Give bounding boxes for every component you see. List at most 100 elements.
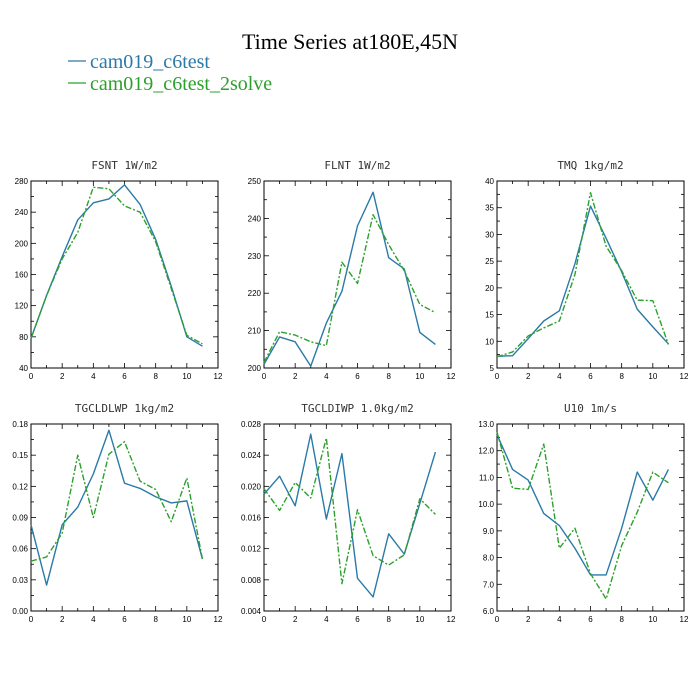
series-line-2 bbox=[263, 437, 436, 585]
x-tick-label: 0 bbox=[29, 615, 34, 624]
y-tick-label: 200 bbox=[15, 239, 29, 248]
y-tick-label: 40 bbox=[19, 364, 28, 373]
x-tick-label: 0 bbox=[262, 372, 267, 381]
x-tick-label: 2 bbox=[60, 372, 65, 381]
legend: cam019_c6test cam019_c6test_2solve bbox=[68, 51, 272, 95]
x-tick-label: 6 bbox=[588, 615, 593, 624]
x-tick-label: 0 bbox=[262, 615, 267, 624]
x-tick-label: 2 bbox=[60, 615, 65, 624]
panel-title: TGCLDLWP 1kg/m2 bbox=[75, 402, 174, 415]
y-tick-label: 230 bbox=[248, 252, 262, 261]
panel-4: TGCLDLWP 1kg/m2 0 2 4 6 8 10 12 0.00 0.03 0.06 0.09… bbox=[12, 402, 223, 624]
y-tick-label: 12.0 bbox=[478, 447, 494, 456]
y-tick-label: 7.0 bbox=[483, 580, 495, 589]
panel-title: FSNT 1W/m2 bbox=[91, 159, 157, 172]
x-tick-label: 12 bbox=[680, 372, 689, 381]
x-tick-label: 2 bbox=[293, 372, 298, 381]
x-tick-label: 4 bbox=[557, 372, 562, 381]
x-tick-label: 4 bbox=[91, 372, 96, 381]
y-tick-label: 15 bbox=[485, 311, 494, 320]
y-tick-label: 0.028 bbox=[241, 420, 262, 429]
y-tick-label: 240 bbox=[15, 208, 29, 217]
x-tick-label: 10 bbox=[182, 372, 191, 381]
y-tick-label: 25 bbox=[485, 257, 494, 266]
x-tick-label: 8 bbox=[619, 372, 624, 381]
x-tick-label: 8 bbox=[153, 372, 158, 381]
x-tick-label: 8 bbox=[619, 615, 624, 624]
x-tick-label: 12 bbox=[447, 372, 456, 381]
x-tick-label: 0 bbox=[29, 372, 34, 381]
x-tick-label: 4 bbox=[91, 615, 96, 624]
main-title: Time Series at180E,45N bbox=[242, 29, 458, 54]
panels-grid: FSNT 1W/m20 2 4 6 8 10 124080120160200240280FL… bbox=[12, 159, 689, 624]
y-tick-label: 250 bbox=[248, 177, 262, 186]
y-tick-label: 35 bbox=[485, 204, 494, 213]
y-tick-label: 280 bbox=[15, 177, 29, 186]
x-tick-label: 4 bbox=[324, 372, 329, 381]
panel-6: U10 1m/s 0 2 4 6 8 10 12 6.0 7.0 8.0 9.0 10.0 11.0 12.… bbox=[478, 402, 689, 624]
y-tick-label: 0.008 bbox=[241, 576, 262, 585]
series-line-1 bbox=[496, 434, 670, 576]
series-line-1 bbox=[496, 205, 669, 357]
plot-frame bbox=[30, 423, 219, 612]
x-tick-label: 6 bbox=[122, 372, 127, 381]
y-tick-label: 120 bbox=[15, 302, 29, 311]
x-tick-label: 12 bbox=[447, 615, 456, 624]
series-line-1 bbox=[263, 433, 437, 598]
y-tick-label: 0.020 bbox=[241, 482, 262, 491]
series-line-2 bbox=[30, 186, 203, 345]
y-tick-label: 0.15 bbox=[12, 451, 28, 460]
x-tick-label: 6 bbox=[355, 615, 360, 624]
y-tick-label: 210 bbox=[248, 327, 262, 336]
x-tick-label: 10 bbox=[415, 372, 424, 381]
x-tick-label: 6 bbox=[122, 615, 127, 624]
legend-label-series-1: cam019_c6test bbox=[90, 51, 210, 73]
y-tick-label: 6.0 bbox=[483, 607, 495, 616]
x-tick-label: 2 bbox=[293, 615, 298, 624]
x-tick-label: 10 bbox=[415, 615, 424, 624]
y-tick-label: 0.016 bbox=[241, 514, 262, 523]
x-tick-label: 6 bbox=[355, 372, 360, 381]
y-tick-label: 80 bbox=[19, 333, 28, 342]
series-line-1 bbox=[30, 184, 203, 347]
panel-3: TMQ 1kg/m2 0 2 4 6 8 10 12 5 10 15 20 25 30 35 40 bbox=[485, 159, 689, 381]
y-tick-label: 0.024 bbox=[241, 451, 262, 460]
y-tick-label: 11.0 bbox=[479, 473, 495, 482]
y-tick-label: 10.0 bbox=[478, 500, 494, 509]
x-tick-label: 2 bbox=[526, 372, 531, 381]
panel-title: FLNT 1W/m2 bbox=[324, 159, 390, 172]
x-tick-label: 0 bbox=[495, 372, 500, 381]
panel-5: TGCLDIWP 1.0kg/m2 0 2 4 6 8 10 12 0.004 0.008 0.01… bbox=[241, 402, 456, 624]
series-line-2 bbox=[30, 440, 204, 562]
x-tick-label: 8 bbox=[153, 615, 158, 624]
y-tick-label: 0.18 bbox=[12, 420, 28, 429]
x-tick-label: 12 bbox=[214, 372, 223, 381]
plot-frame bbox=[496, 423, 685, 612]
y-tick-label: 0.012 bbox=[241, 545, 262, 554]
series-line-1 bbox=[263, 191, 436, 367]
x-tick-label: 12 bbox=[680, 615, 689, 624]
y-tick-label: 10 bbox=[485, 337, 494, 346]
panel-title: TMQ 1kg/m2 bbox=[557, 159, 623, 172]
y-tick-label: 13.0 bbox=[478, 420, 494, 429]
x-tick-label: 10 bbox=[648, 372, 657, 381]
plot-frame bbox=[263, 423, 452, 612]
y-tick-label: 40 bbox=[485, 177, 494, 186]
y-tick-label: 200 bbox=[248, 364, 262, 373]
x-tick-label: 2 bbox=[526, 615, 531, 624]
y-tick-label: 8.0 bbox=[483, 554, 495, 563]
y-tick-label: 220 bbox=[248, 289, 262, 298]
plot-frame bbox=[263, 180, 452, 369]
y-tick-label: 0.004 bbox=[241, 607, 262, 616]
y-tick-label: 0.06 bbox=[12, 545, 28, 554]
panel-1: FSNT 1W/m2 0 2 4 6 8 10 12 40 80 120 160 200 240 280 bbox=[15, 159, 223, 381]
series-line-2 bbox=[263, 213, 436, 363]
x-tick-label: 4 bbox=[557, 615, 562, 624]
x-tick-label: 8 bbox=[386, 372, 391, 381]
y-tick-label: 0.03 bbox=[12, 576, 28, 585]
y-tick-label: 30 bbox=[485, 230, 494, 239]
y-tick-label: 160 bbox=[15, 271, 29, 280]
series-line-1 bbox=[30, 429, 204, 586]
x-tick-label: 6 bbox=[588, 372, 593, 381]
